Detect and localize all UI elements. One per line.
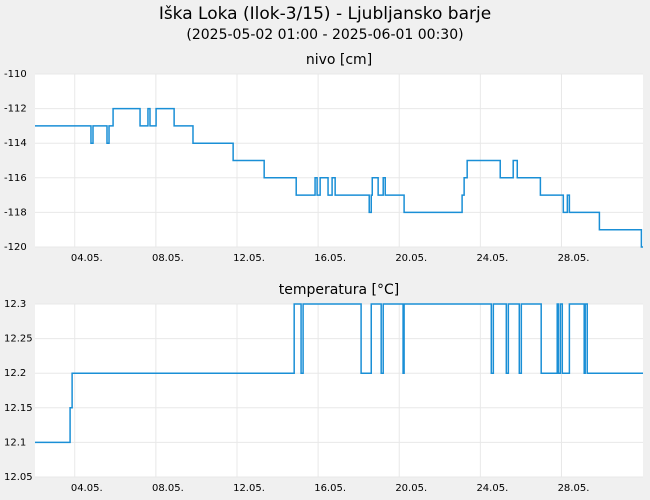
y-tick-label: 12.15: [4, 403, 33, 414]
y-tick-label: 12.2: [4, 368, 26, 379]
y-tick-label: -112: [4, 104, 27, 115]
x-tick-label: 16.05.: [314, 483, 346, 494]
x-tick-label: 08.05.: [152, 483, 184, 494]
x-tick-label: 08.05.: [152, 253, 184, 264]
x-tick-label: 16.05.: [314, 253, 346, 264]
x-tick-label: 04.05.: [71, 483, 103, 494]
x-tick-label: 28.05.: [558, 253, 590, 264]
y-tick-label: 12.05: [4, 472, 33, 483]
y-tick-label: -118: [4, 207, 27, 218]
y-tick-label: 12.3: [4, 299, 26, 310]
x-tick-label: 12.05.: [233, 253, 265, 264]
x-tick-label: 24.05.: [476, 253, 508, 264]
x-tick-label: 28.05.: [558, 483, 590, 494]
subplot-title: nivo [cm]: [306, 52, 372, 68]
y-tick-label: 12.25: [4, 334, 33, 345]
x-tick-label: 04.05.: [71, 253, 103, 264]
plot-area: [35, 74, 643, 247]
y-tick-label: -114: [4, 138, 27, 149]
y-tick-label: 12.1: [4, 437, 26, 448]
subplot-title: temperatura [°C]: [279, 282, 399, 298]
data-line: [35, 107, 643, 248]
x-tick-label: 24.05.: [476, 483, 508, 494]
plot-area: [35, 304, 643, 477]
x-tick-label: 20.05.: [395, 483, 427, 494]
y-tick-label: -110: [4, 69, 27, 80]
x-tick-label: 20.05.: [395, 253, 427, 264]
y-tick-label: -120: [4, 242, 27, 253]
y-tick-label: -116: [4, 173, 27, 184]
chart-subtitle: (2025-05-02 01:00 - 2025-06-01 00:30): [186, 27, 463, 43]
chart-title: Iška Loka (Ilok-3/15) - Ljubljansko barj…: [159, 4, 491, 24]
x-tick-label: 12.05.: [233, 483, 265, 494]
data-line: [35, 303, 643, 444]
